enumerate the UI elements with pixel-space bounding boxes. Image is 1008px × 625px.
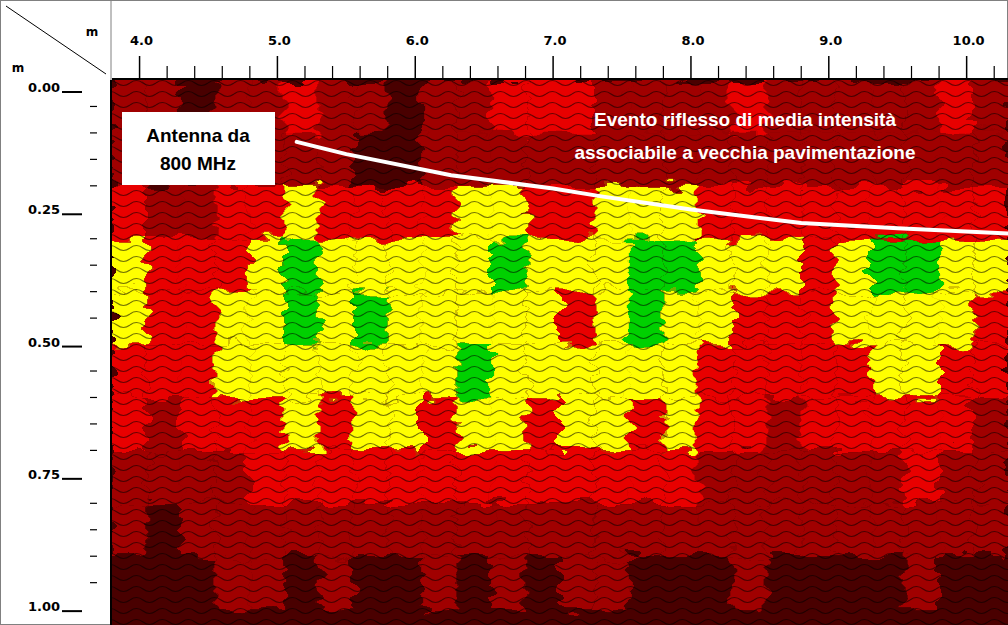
y-axis-line xyxy=(110,80,112,625)
x-minor-tick xyxy=(167,66,168,78)
x-ruler xyxy=(112,1,1007,79)
y-minor-tick xyxy=(90,132,97,133)
x-tick-label: 6.0 xyxy=(406,33,429,48)
x-minor-tick xyxy=(249,66,250,78)
x-tick xyxy=(277,56,279,78)
x-minor-tick xyxy=(194,66,195,78)
x-minor-tick xyxy=(883,66,884,78)
x-minor-tick xyxy=(663,66,664,78)
corner-diagonal xyxy=(6,6,106,74)
x-tick-label: 5.0 xyxy=(268,33,291,48)
y-minor-tick xyxy=(90,106,97,107)
y-minor-tick xyxy=(90,159,97,160)
x-tick xyxy=(552,56,554,78)
annotation-box xyxy=(122,112,275,185)
x-minor-tick xyxy=(635,66,636,78)
x-minor-tick xyxy=(911,66,912,78)
x-tick-label: 9.0 xyxy=(819,33,842,48)
x-tick xyxy=(139,56,141,78)
x-tick xyxy=(690,56,692,78)
y-tick-label: 0.75 xyxy=(28,467,60,482)
radargram-figure: 4.0 5.0 6.0 7.0 8.0 9.0 10.0 0.00 0.25 0.50 0.75 1.… xyxy=(0,0,1008,625)
y-tick-label: 0.25 xyxy=(28,202,60,217)
y-minor-tick xyxy=(90,318,97,319)
y-minor-tick xyxy=(90,450,97,451)
x-tick xyxy=(828,56,830,78)
x-minor-tick xyxy=(332,66,333,78)
annotation-text: associabile a vecchia pavimentazione xyxy=(574,142,915,163)
x-minor-tick xyxy=(222,66,223,78)
texture xyxy=(112,80,1008,625)
x-minor-tick xyxy=(497,66,498,78)
x-minor-tick xyxy=(938,66,939,78)
plot-area xyxy=(112,80,1008,625)
x-minor-tick xyxy=(470,66,471,78)
y-tick xyxy=(62,610,82,612)
y-ruler xyxy=(1,80,111,624)
y-tick xyxy=(62,213,82,215)
y-tick xyxy=(62,91,82,93)
x-axis-line xyxy=(112,78,1008,80)
annotation-text: Evento riflesso di media intensità xyxy=(594,109,896,130)
x-minor-tick xyxy=(387,66,388,78)
x-tick xyxy=(415,56,417,78)
x-minor-tick xyxy=(580,66,581,78)
x-tick xyxy=(966,56,968,78)
x-tick-label: 4.0 xyxy=(130,33,153,48)
y-minor-tick xyxy=(90,397,97,398)
reflector-line xyxy=(297,142,1008,234)
x-minor-tick xyxy=(718,66,719,78)
x-minor-tick xyxy=(745,66,746,78)
y-axis-title: m xyxy=(12,61,25,75)
y-minor-tick xyxy=(90,529,97,530)
x-tick-label: 10.0 xyxy=(953,33,985,48)
x-tick-label: 8.0 xyxy=(681,33,704,48)
x-minor-tick xyxy=(525,66,526,78)
y-tick-label: 0.50 xyxy=(28,335,60,350)
x-minor-tick xyxy=(773,66,774,78)
plot-background xyxy=(112,80,1008,625)
x-axis-title: m xyxy=(86,25,99,39)
y-tick-label: 1.00 xyxy=(28,599,60,614)
y-tick xyxy=(62,478,82,480)
x-minor-tick xyxy=(801,66,802,78)
y-tick-label: 0.00 xyxy=(28,80,60,95)
y-tick xyxy=(62,346,82,348)
x-minor-tick xyxy=(994,66,995,78)
x-minor-tick xyxy=(856,66,857,78)
y-minor-tick xyxy=(90,423,97,424)
y-minor-tick xyxy=(90,370,97,371)
y-minor-tick xyxy=(90,185,97,186)
x-minor-tick xyxy=(608,66,609,78)
x-tick-label: 7.0 xyxy=(544,33,567,48)
y-minor-tick xyxy=(90,238,97,239)
x-minor-tick xyxy=(360,66,361,78)
annotation-text: Antenna da xyxy=(146,125,250,146)
y-minor-tick xyxy=(90,556,97,557)
y-minor-tick xyxy=(90,503,97,504)
corner-border xyxy=(111,0,112,80)
annotation-text: 800 MHz xyxy=(160,153,236,174)
y-minor-tick xyxy=(90,265,97,266)
x-minor-tick xyxy=(304,66,305,78)
y-minor-tick xyxy=(90,582,97,583)
y-minor-tick xyxy=(90,291,97,292)
frame xyxy=(1,1,1008,625)
x-minor-tick xyxy=(442,66,443,78)
